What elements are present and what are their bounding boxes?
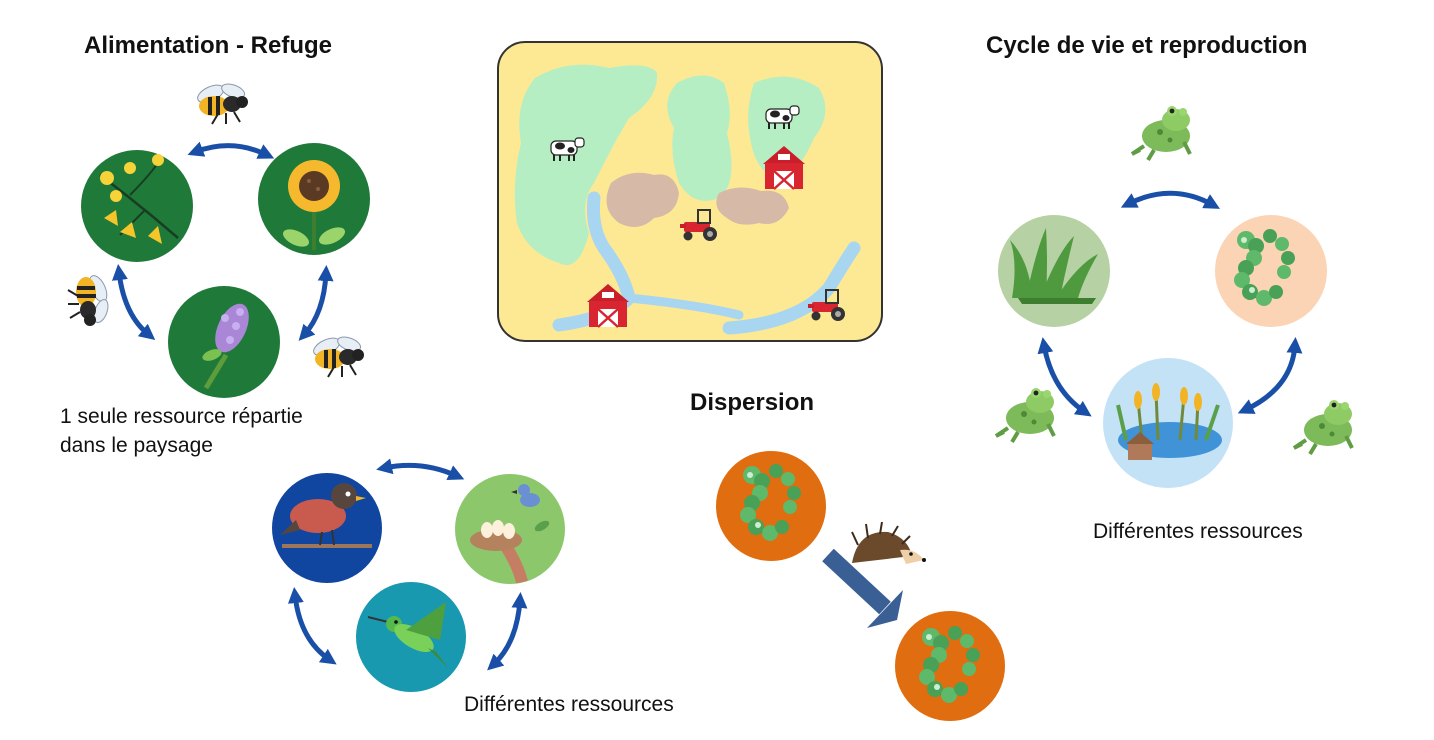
soil-patches <box>606 172 789 227</box>
grass-icon <box>1010 228 1098 304</box>
dispersal-target-node <box>895 611 1005 721</box>
cycle-arrow-right <box>1237 337 1303 414</box>
cycle-arrow-top <box>1120 190 1220 209</box>
flower-icon <box>99 154 179 244</box>
sunflower-icon <box>282 160 346 250</box>
barn-icon <box>761 144 807 191</box>
grass-node <box>998 215 1110 327</box>
birds-arrow-right <box>487 592 528 671</box>
food-arrow-top <box>187 141 275 159</box>
flower-node <box>81 150 193 262</box>
dispersal-title: Dispersion <box>690 389 815 416</box>
frog-icon <box>1130 104 1192 162</box>
lavender-icon <box>202 303 249 390</box>
cycle-arrow-left <box>1037 337 1092 417</box>
landscape-map <box>497 41 883 342</box>
frog-icon <box>994 386 1056 444</box>
robin-node <box>272 473 382 583</box>
pond-icon <box>1116 383 1222 460</box>
life-cycle-caption: Différentes ressources <box>1093 520 1303 543</box>
pond-node <box>1103 358 1233 488</box>
dispersal-arrow <box>822 548 903 628</box>
cow-icon <box>765 105 800 130</box>
tractor-icon <box>807 289 846 322</box>
nest-node <box>455 474 565 584</box>
hummingbird-node <box>356 582 466 692</box>
food-arrow-right <box>298 265 334 341</box>
sunflower-node <box>258 143 370 255</box>
food-arrow-left <box>111 264 156 341</box>
food-title: Alimentation - Refuge <box>84 32 333 59</box>
hedgehog-icon <box>851 521 926 564</box>
nest-icon <box>470 484 550 584</box>
meadow-patches <box>514 64 826 266</box>
food-caption: 1 seule ressource répartie dans le paysa… <box>60 402 303 460</box>
lavender-node <box>168 286 280 398</box>
cow-icon <box>550 137 585 162</box>
hummingbird-icon <box>367 602 448 668</box>
bee-icon <box>309 333 365 378</box>
barn-icon <box>585 282 631 329</box>
frog-icon <box>1292 398 1354 456</box>
birds-arrow-left <box>287 587 337 665</box>
life-cycle-title: Cycle de vie et reproduction <box>986 32 1308 59</box>
bee-icon <box>67 271 112 327</box>
hedge-node <box>1215 215 1327 327</box>
food-caption-line-1: 1 seule ressource répartie <box>60 405 303 428</box>
birds-caption: Différentes ressources <box>464 693 674 716</box>
dispersal-source-node <box>716 451 826 561</box>
robin-icon <box>280 483 372 548</box>
tractor-icon <box>679 209 718 242</box>
bee-icon <box>193 80 249 125</box>
birds-arrow-top <box>376 458 465 480</box>
food-caption-line-2: dans le paysage <box>60 434 213 457</box>
